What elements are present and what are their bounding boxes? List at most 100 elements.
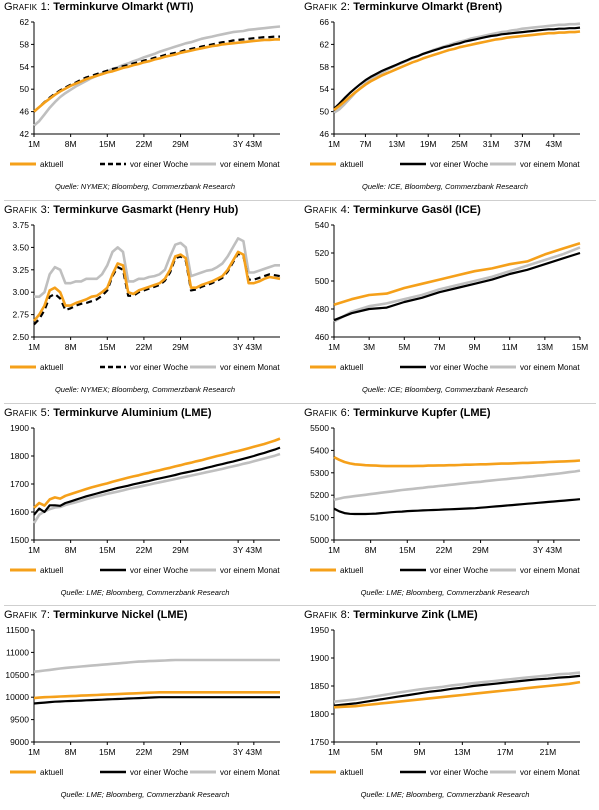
x-tick-label: 13M bbox=[389, 139, 406, 149]
chart-panel-5: Grafik 5: Terminkurve Aluminium (LME) 150… bbox=[0, 406, 290, 606]
y-tick-label: 50 bbox=[20, 84, 30, 94]
y-tick-label: 46 bbox=[20, 107, 30, 117]
series-line-vor-einer-woche bbox=[333, 674, 581, 707]
x-tick-label: 3M bbox=[363, 342, 375, 352]
y-tick-label: 1750 bbox=[310, 737, 329, 747]
x-tick-label: 43M bbox=[546, 139, 563, 149]
y-tick-label: 1500 bbox=[10, 535, 29, 545]
chart-title-text: Terminkurve Gasöl (ICE) bbox=[353, 204, 481, 216]
y-tick-label: 2.50 bbox=[12, 332, 29, 342]
y-tick-label: 1800 bbox=[10, 451, 29, 461]
x-tick-label: 31M bbox=[483, 139, 500, 149]
chart-panel-1: Grafik 1: Terminkurve Olmarkt (WTI) 42 46 5… bbox=[0, 0, 290, 200]
chart-title: Grafik 1: Terminkurve Olmarkt (WTI) bbox=[4, 1, 194, 13]
y-tick-label: 46 bbox=[320, 129, 330, 139]
x-tick-label: 22M bbox=[436, 545, 453, 555]
legend-label: vor einem Monat bbox=[520, 566, 580, 575]
line-chart: 1500 1600 1700 1800 1900 1M 8M 15M 22M 29M 3Y 43M ak… bbox=[10, 423, 281, 575]
y-tick-label: 5500 bbox=[310, 423, 329, 433]
x-tick-label: 43M bbox=[546, 545, 563, 555]
series-line-vor-einem-monat bbox=[33, 658, 280, 673]
chart-number-label: Grafik 3: bbox=[4, 204, 51, 216]
x-tick-label: 17M bbox=[497, 747, 514, 757]
legend-label: aktuell bbox=[340, 160, 363, 169]
line-chart: 9000 9500 10000 10500 11000 11500 1M 8M 15M 22M 29… bbox=[5, 625, 280, 777]
x-tick-label: 37M bbox=[514, 139, 531, 149]
x-tick-label: 8M bbox=[65, 747, 77, 757]
y-tick-label: 1900 bbox=[310, 653, 329, 663]
legend-label: vor einem Monat bbox=[220, 160, 280, 169]
chart-source-note: Quelle: NYMEX; Bloomberg, Commerzbank Re… bbox=[54, 385, 236, 394]
chart-title: Grafik 4: Terminkurve Gasöl (ICE) bbox=[304, 204, 481, 216]
legend-label: vor einem Monat bbox=[520, 160, 580, 169]
x-tick-label: 1M bbox=[28, 747, 40, 757]
chart-title-text: Terminkurve Kupfer (LME) bbox=[353, 407, 491, 419]
chart-title: Grafik 7: Terminkurve Nickel (LME) bbox=[4, 609, 188, 621]
line-chart: 5000 5100 5200 5300 5400 5500 1M 8M 15M 22M 29M 3Y 4… bbox=[310, 423, 581, 575]
y-tick-label: 1600 bbox=[10, 507, 29, 517]
line-chart: 1750 1800 1850 1900 1950 1M 5M 9M 13M 17M 21M aktue… bbox=[310, 625, 581, 777]
y-tick-label: 66 bbox=[320, 17, 330, 27]
y-tick-label: 1700 bbox=[10, 479, 29, 489]
series-line-aktuell bbox=[333, 680, 581, 709]
series-line-aktuell bbox=[333, 241, 581, 307]
x-tick-label: 11M bbox=[502, 342, 518, 352]
y-tick-label: 5300 bbox=[310, 468, 329, 478]
series-line-aktuell bbox=[33, 691, 280, 700]
y-tick-label: 58 bbox=[320, 62, 330, 72]
x-tick-label: 29M bbox=[172, 545, 189, 555]
line-chart: 46 50 54 58 62 66 1M 7M 13M 19M 25M 31M 37M 43M aktuel… bbox=[310, 17, 581, 169]
x-tick-label: 8M bbox=[65, 545, 77, 555]
legend-label: vor einem Monat bbox=[220, 566, 280, 575]
series-line-aktuell bbox=[333, 30, 581, 111]
y-tick-label: 5200 bbox=[310, 490, 329, 500]
x-tick-label: 1M bbox=[328, 545, 340, 555]
y-tick-label: 3.00 bbox=[12, 287, 29, 297]
y-tick-label: 11000 bbox=[6, 647, 29, 657]
y-tick-label: 62 bbox=[20, 17, 30, 27]
y-tick-label: 42 bbox=[20, 129, 30, 139]
series-line-vor-einer-woche bbox=[33, 446, 281, 516]
x-tick-label: 5M bbox=[371, 747, 383, 757]
x-tick-label: 15M bbox=[99, 545, 116, 555]
chart-panel-7: Grafik 7: Terminkurve Nickel (LME) 9000 95… bbox=[0, 608, 290, 808]
series-line-aktuell bbox=[333, 455, 581, 468]
legend-label: vor einem Monat bbox=[520, 363, 580, 372]
legend-label: vor einer Woche bbox=[430, 768, 489, 777]
y-tick-label: 1850 bbox=[310, 681, 329, 691]
y-tick-label: 2.75 bbox=[12, 310, 29, 320]
legend-label: aktuell bbox=[40, 566, 63, 575]
legend-label: vor einer Woche bbox=[430, 160, 489, 169]
chart-source-note: Quelle: LME; Bloomberg, Commerzbank Rese… bbox=[60, 790, 230, 799]
row-separator-1 bbox=[4, 200, 596, 201]
y-tick-label: 54 bbox=[320, 84, 330, 94]
legend-label: vor einer Woche bbox=[130, 160, 189, 169]
chart-title-text: Terminkurve Nickel (LME) bbox=[53, 609, 188, 621]
x-tick-label: 9M bbox=[414, 747, 426, 757]
x-tick-label: 8M bbox=[65, 139, 77, 149]
series-line-aktuell bbox=[33, 38, 280, 113]
x-tick-label: 13M bbox=[537, 342, 554, 352]
x-tick-label: 19M bbox=[420, 139, 437, 149]
chart-title: Grafik 3: Terminkurve Gasmarkt (Henry Hu… bbox=[4, 204, 238, 216]
legend-label: vor einem Monat bbox=[220, 363, 280, 372]
x-tick-label: 1M bbox=[328, 342, 340, 352]
y-tick-label: 11500 bbox=[6, 625, 29, 635]
chart-number-label: Grafik 2: bbox=[304, 1, 351, 13]
series-line-vor-einem-monat bbox=[333, 469, 581, 501]
x-tick-label: 3Y bbox=[233, 139, 244, 149]
y-tick-label: 9500 bbox=[10, 715, 29, 725]
chart-panel-2: Grafik 2: Terminkurve Olmarkt (Brent) 46 5… bbox=[300, 0, 590, 200]
y-tick-label: 3.50 bbox=[12, 242, 29, 252]
x-tick-label: 43M bbox=[246, 139, 263, 149]
chart-source-note: Quelle: LME; Bloomberg, Commerzbank Rese… bbox=[60, 588, 230, 597]
x-tick-label: 15M bbox=[99, 747, 116, 757]
y-tick-label: 54 bbox=[20, 62, 30, 72]
x-tick-label: 29M bbox=[172, 139, 189, 149]
line-chart: 42 46 50 54 58 62 1M 8M 15M 22M 29M 3Y 43M aktuell vor… bbox=[10, 17, 280, 169]
series-line-vor-einer-woche bbox=[33, 696, 280, 705]
legend-label: aktuell bbox=[340, 768, 363, 777]
y-tick-label: 1900 bbox=[10, 423, 29, 433]
y-tick-label: 50 bbox=[320, 107, 330, 117]
chart-panel-4: Grafik 4: Terminkurve Gasöl (ICE) 460 480 5… bbox=[300, 203, 590, 403]
